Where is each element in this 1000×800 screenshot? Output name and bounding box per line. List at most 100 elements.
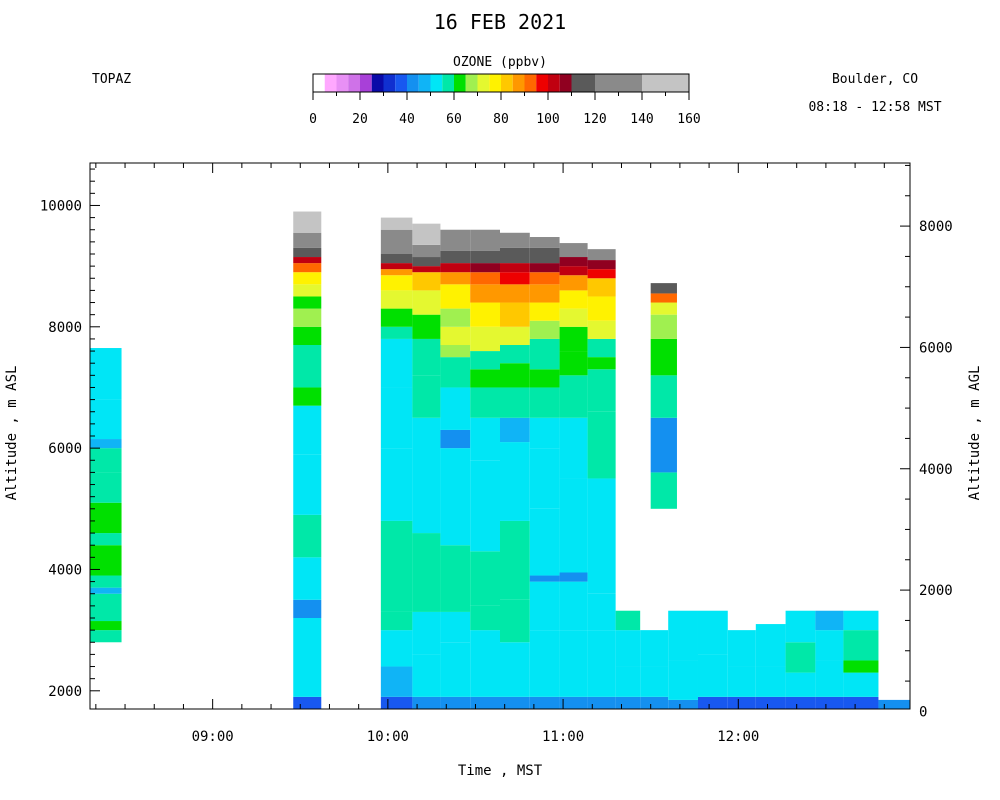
y-left-tick-label: 4000	[48, 562, 82, 578]
ozone-cell	[440, 611, 471, 643]
colorbar-swatch	[407, 74, 419, 92]
colorbar-swatch	[642, 74, 689, 92]
ozone-cell	[293, 308, 322, 327]
ozone-cell	[529, 696, 560, 709]
ozone-cell	[529, 302, 560, 321]
time-range-label: 08:18 - 12:58 MST	[808, 100, 942, 115]
ozone-cell	[500, 247, 530, 264]
ozone-cell	[500, 302, 530, 327]
ozone-cell	[815, 660, 844, 697]
ozone-cell	[380, 290, 413, 309]
ozone-cell	[650, 375, 677, 418]
y-left-tick-label: 8000	[48, 320, 82, 336]
ozone-cell	[650, 472, 677, 509]
ozone-cell	[640, 666, 669, 697]
ozone-cell	[640, 696, 669, 709]
ozone-cell	[529, 448, 560, 509]
ozone-cell	[559, 275, 588, 291]
ozone-cell	[615, 610, 641, 631]
ozone-cell	[380, 254, 413, 264]
ozone-cell	[412, 290, 441, 315]
colorbar-swatch	[430, 74, 443, 92]
ozone-cell	[650, 417, 677, 473]
ozone-cell	[559, 308, 588, 327]
ozone-cell	[470, 284, 500, 303]
ozone-cell	[380, 269, 413, 276]
ozone-cell	[650, 283, 677, 294]
ozone-cell	[412, 244, 441, 258]
ozone-cell	[440, 263, 471, 273]
ozone-cell	[785, 610, 816, 643]
ozone-cell	[470, 387, 500, 418]
ozone-cell	[755, 666, 786, 697]
station-name: TOPAZ	[92, 72, 132, 87]
ozone-cell	[559, 326, 588, 352]
ozone-cell	[470, 272, 500, 285]
ozone-cell	[650, 293, 677, 303]
ozone-cell	[440, 545, 471, 612]
colorbar-swatch	[418, 74, 431, 92]
ozone-cell	[293, 618, 322, 697]
ozone-cell	[785, 696, 816, 709]
colorbar-swatch	[360, 74, 372, 92]
ozone-cell	[500, 284, 530, 303]
ozone-cell	[500, 345, 530, 364]
colorbar-swatch	[348, 74, 360, 92]
ozone-cell	[412, 257, 441, 267]
ozone-cell	[500, 442, 530, 521]
ozone-cell	[500, 326, 530, 345]
colorbar-title: OZONE (ppbv)	[453, 55, 547, 70]
ozone-cell	[727, 630, 756, 667]
ozone-cell	[412, 338, 441, 376]
y-left-tick-label: 2000	[48, 684, 82, 700]
ozone-cell	[587, 249, 616, 261]
ozone-cell	[90, 593, 122, 622]
ozone-cell	[470, 696, 500, 709]
ozone-cell	[90, 621, 122, 631]
colorbar-swatch	[595, 74, 642, 92]
colorbar-tick-label: 20	[352, 112, 368, 127]
ozone-cell	[529, 630, 560, 697]
x-tick-label: 10:00	[367, 729, 409, 745]
ozone-cell	[90, 545, 122, 576]
y-right-tick-label: 4000	[919, 462, 953, 478]
location-label: Boulder, CO	[831, 72, 919, 87]
ozone-cell	[587, 278, 616, 297]
colorbar-swatch	[454, 74, 466, 92]
ozone-cell	[559, 572, 588, 582]
colorbar-swatch	[371, 74, 384, 92]
ozone-cell	[440, 326, 471, 345]
ozone-cell	[293, 454, 322, 515]
ozone-cell	[293, 257, 322, 264]
colorbar-tick-label: 100	[536, 112, 559, 127]
ozone-cell	[587, 696, 616, 709]
ozone-cell	[380, 630, 413, 667]
colorbar-tick-label: 60	[446, 112, 462, 127]
ozone-cell	[500, 272, 530, 285]
ozone-cell	[470, 605, 500, 631]
ozone-cell	[90, 502, 122, 534]
ozone-cell	[293, 387, 322, 406]
ozone-cell	[90, 348, 122, 400]
ozone-cell	[529, 369, 560, 388]
ozone-cell	[412, 266, 441, 273]
ozone-cell	[587, 320, 616, 339]
colorbar-swatch	[559, 74, 572, 92]
ozone-cell	[500, 642, 530, 697]
ozone-cell	[815, 630, 844, 661]
ozone-cell	[529, 387, 560, 418]
ozone-cell	[293, 247, 322, 258]
ozone-cell	[500, 520, 530, 600]
ozone-cell	[697, 654, 728, 697]
colorbar-swatch	[489, 74, 501, 92]
ozone-cell	[90, 399, 122, 440]
ozone-cell	[815, 696, 844, 709]
ozone-cell	[90, 575, 122, 588]
y-right-tick-label: 8000	[919, 219, 953, 235]
ozone-cell	[755, 624, 786, 667]
ozone-cell	[615, 696, 641, 709]
ozone-cell	[529, 284, 560, 303]
ozone-cell	[500, 363, 530, 388]
ozone-cell	[500, 696, 530, 709]
